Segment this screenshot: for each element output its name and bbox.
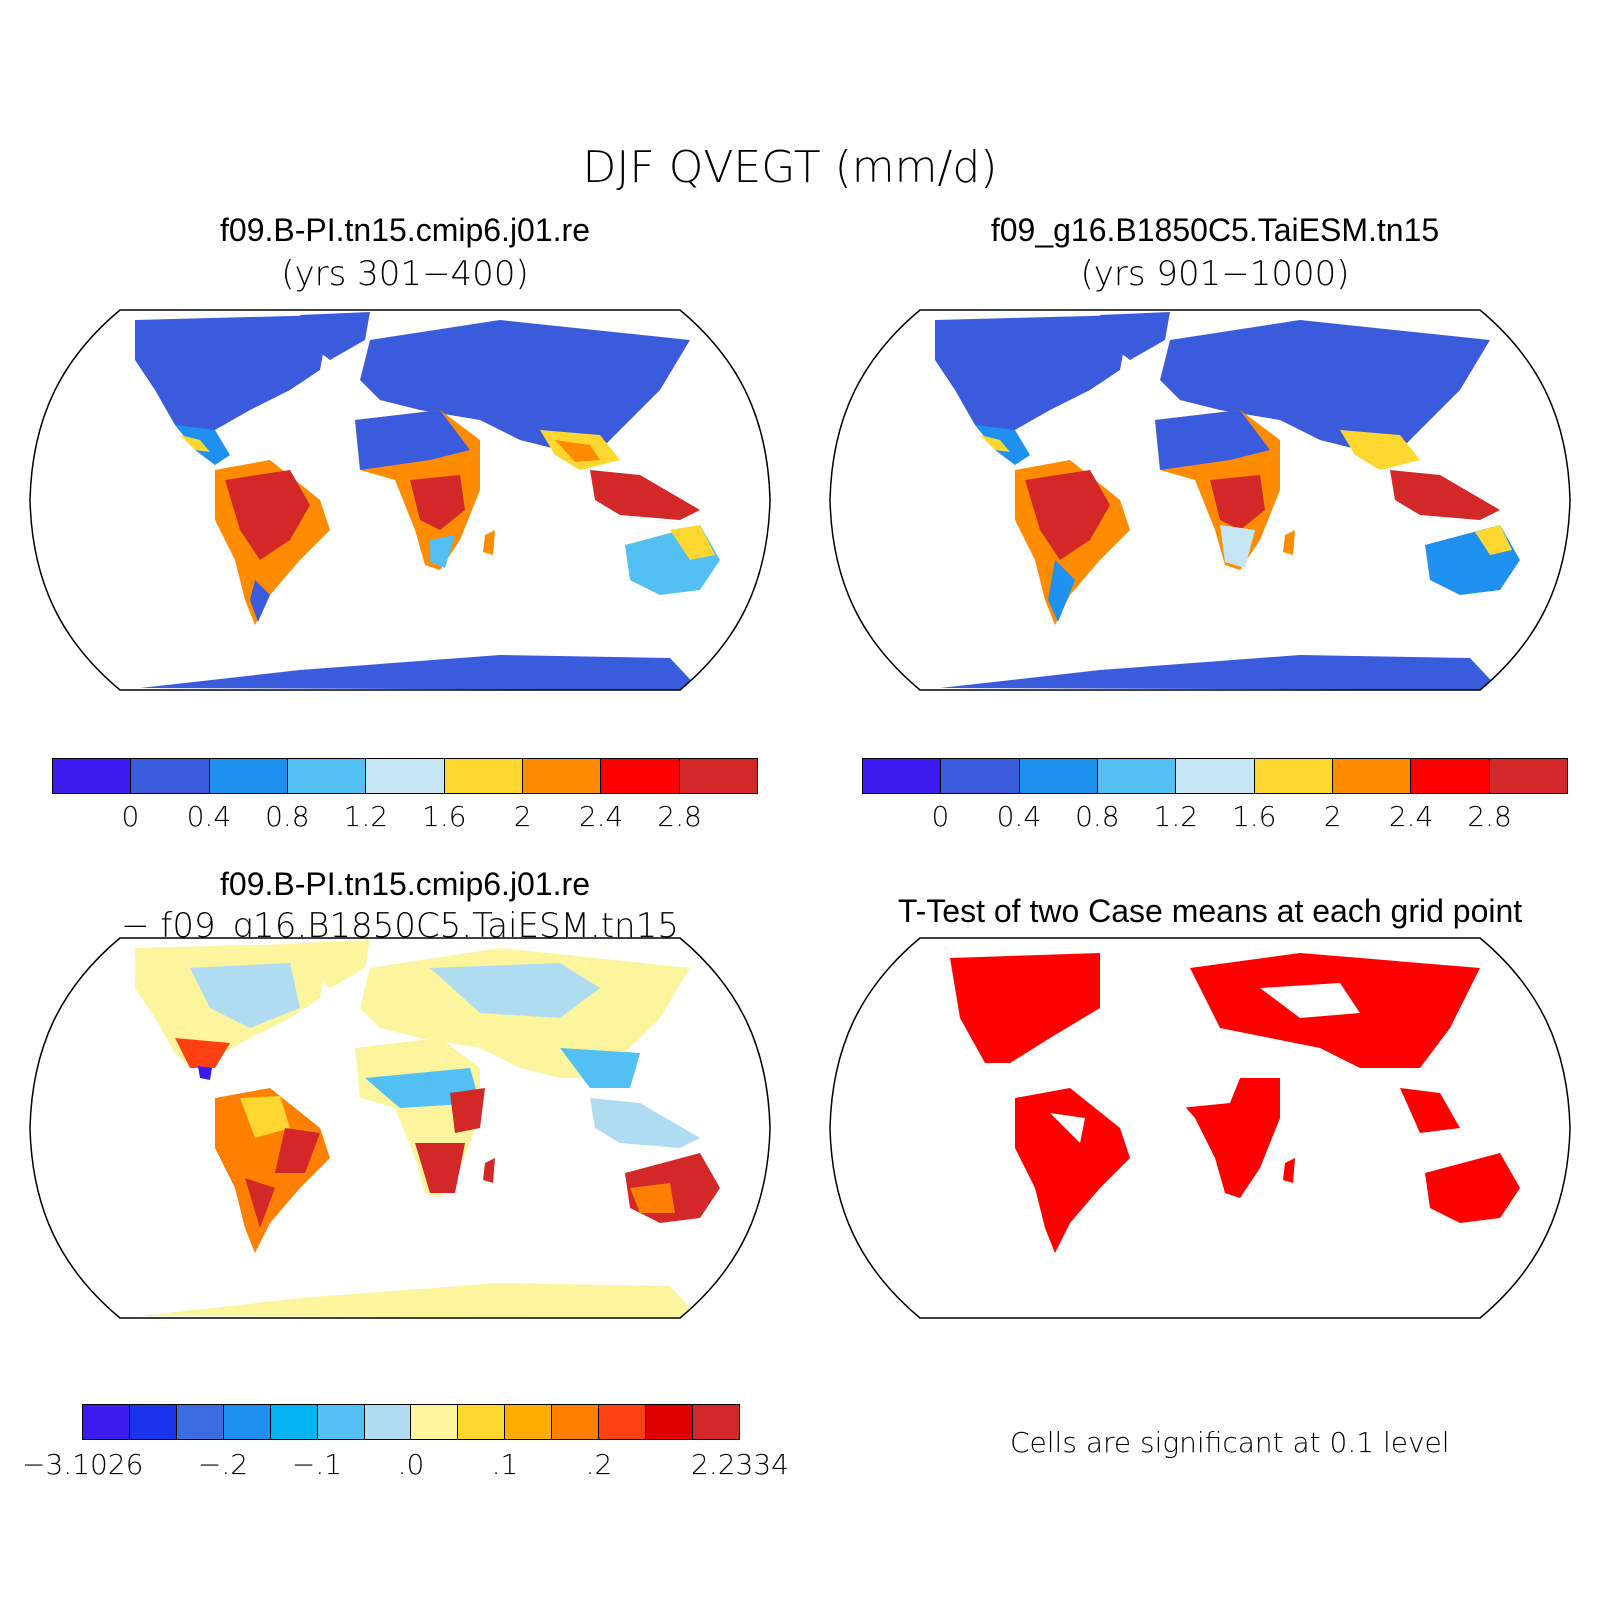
colorbar-swatch: [176, 1405, 224, 1439]
colorbar-tick-label: 2.4: [1388, 800, 1434, 833]
colorbar-swatch: [1411, 759, 1490, 793]
colorbar-swatch: [941, 759, 1020, 793]
panel-2-subtitle: (yrs 901−1000): [1080, 254, 1350, 294]
map-panel-4: [829, 937, 1571, 1319]
colorbar-tick-label: −.1: [291, 1448, 343, 1481]
colorbar-tick-label: 0.4: [996, 800, 1042, 833]
colorbar-swatch: [366, 759, 445, 793]
colorbar-swatch: [646, 1405, 693, 1439]
colorbar-panel-1: [52, 758, 758, 794]
colorbar-swatch: [1176, 759, 1255, 793]
colorbar-tick-label: .0: [397, 1448, 425, 1481]
panel-2-title: f09_g16.B1850C5.TaiESM.tn15: [990, 212, 1440, 248]
eurasia-land: [360, 320, 690, 450]
colorbar-tick-label: 1.2: [343, 800, 389, 833]
colorbar-swatch: [129, 1405, 177, 1439]
colorbar-swatch: [444, 759, 523, 793]
map-panel-1: [29, 309, 771, 691]
panel-3-title: f09.B-PI.tn15.cmip6.j01.re: [220, 866, 590, 902]
panel-1-subtitle: (yrs 301−400): [281, 254, 529, 294]
colorbar-tick-label: 0.8: [1075, 800, 1120, 833]
colorbar-tick-label: 2.8: [1467, 800, 1512, 833]
colorbar-swatch: [411, 1405, 459, 1439]
colorbar-swatch: [364, 1405, 412, 1439]
colorbar-swatch: [692, 1405, 739, 1439]
colorbar-tick-label: .1: [491, 1448, 519, 1481]
colorbar-tick-label: 0: [931, 800, 950, 833]
colorbar-tick-label: 1.6: [1231, 800, 1277, 833]
colorbar-swatch: [522, 759, 602, 793]
colorbar-swatch: [1254, 759, 1333, 793]
colorbar-swatch: [505, 1405, 553, 1439]
colorbar-swatch: [1097, 759, 1177, 793]
colorbar-swatch: [209, 759, 288, 793]
colorbar-tick-label: 0: [121, 800, 140, 833]
colorbar-swatch: [53, 759, 132, 793]
colorbar-swatch: [270, 1405, 318, 1439]
colorbar-swatch: [223, 1405, 271, 1439]
colorbar-tick-label: 2: [1323, 800, 1342, 833]
colorbar-swatch: [317, 1405, 365, 1439]
colorbar-swatch: [679, 759, 757, 793]
colorbar-tick-label: 2.2334: [691, 1448, 789, 1481]
colorbar-tick-label: 2: [513, 800, 532, 833]
map-panel-3: [29, 937, 771, 1319]
colorbar-swatch: [599, 1405, 647, 1439]
colorbar-panel-2: [862, 758, 1568, 794]
colorbar-tick-label: 1.6: [421, 800, 467, 833]
colorbar-tick-label: 2.8: [657, 800, 702, 833]
colorbar-swatch: [863, 759, 942, 793]
colorbar-swatch: [131, 759, 210, 793]
colorbar-swatch: [287, 759, 367, 793]
colorbar-tick-label: −3.1026: [22, 1448, 144, 1481]
indonesia-land: [590, 470, 700, 520]
colorbar-swatch: [1332, 759, 1412, 793]
colorbar-difference: [82, 1404, 740, 1440]
colorbar-tick-label: 2.4: [578, 800, 624, 833]
north-america-land: [135, 315, 330, 440]
colorbar-tick-label: 0.8: [265, 800, 310, 833]
colorbar-swatch: [458, 1405, 506, 1439]
colorbar-tick-label: 1.2: [1153, 800, 1199, 833]
significance-note: Cells are significant at 0.1 level: [1010, 1426, 1450, 1459]
antarctica-land: [140, 655, 700, 690]
figure-title: DJF QVEGT (mm/d): [582, 142, 998, 193]
colorbar-tick-label: 0.4: [186, 800, 232, 833]
colorbar-swatch: [1019, 759, 1098, 793]
colorbar-swatch: [552, 1405, 600, 1439]
colorbar-swatch: [1489, 759, 1567, 793]
colorbar-tick-label: −.2: [197, 1448, 249, 1481]
colorbar-tick-label: .2: [585, 1448, 613, 1481]
colorbar-swatch: [83, 1405, 130, 1439]
map-panel-2: [829, 309, 1571, 691]
colorbar-swatch: [601, 759, 680, 793]
panel-1-title: f09.B-PI.tn15.cmip6.j01.re: [220, 212, 590, 248]
panel-4-title: T-Test of two Case means at each grid po…: [897, 893, 1523, 929]
